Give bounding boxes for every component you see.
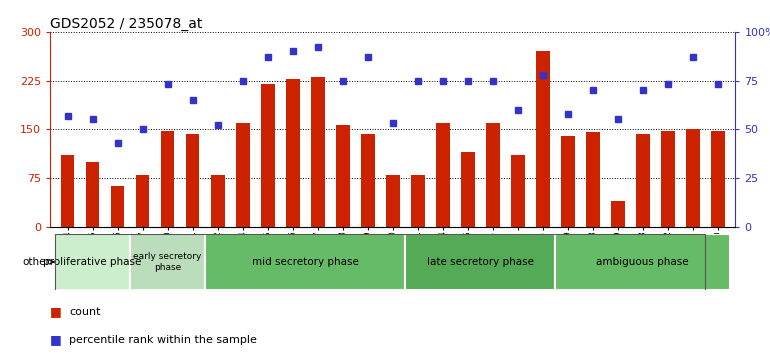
Text: mid secretory phase: mid secretory phase [252,257,359,267]
Bar [411,175,424,227]
Bar [61,155,75,227]
Bar [611,201,624,227]
Bar [405,234,555,290]
Bar [311,77,324,227]
Bar [586,132,600,227]
Bar [205,234,405,290]
Bar [461,152,474,227]
Bar [261,84,275,227]
Text: other: other [22,257,54,267]
Bar [336,125,350,227]
Bar [130,234,205,290]
Text: late secretory phase: late secretory phase [427,257,534,267]
Bar [361,134,374,227]
Text: percentile rank within the sample: percentile rank within the sample [69,335,257,345]
Bar [136,175,149,227]
Bar [386,175,400,227]
Bar [536,51,550,227]
Text: proliferative phase: proliferative phase [43,257,142,267]
Bar [561,136,574,227]
Bar [555,234,731,290]
Text: GDS2052 / 235078_at: GDS2052 / 235078_at [50,17,203,31]
Text: ■: ■ [50,333,62,346]
Bar [686,129,700,227]
Text: count: count [69,307,101,316]
Bar [486,123,500,227]
Bar [711,131,725,227]
Bar [161,131,175,227]
Bar [511,155,524,227]
Text: early secretory
phase: early secretory phase [133,252,202,272]
Bar [236,123,249,227]
Bar [661,131,675,227]
Bar [85,162,99,227]
Bar [436,123,450,227]
Bar [55,234,130,290]
Bar [211,175,225,227]
Bar [286,79,300,227]
Bar [111,186,125,227]
Text: ambiguous phase: ambiguous phase [597,257,689,267]
Text: ■: ■ [50,305,62,318]
Bar [636,134,650,227]
Bar [186,134,199,227]
